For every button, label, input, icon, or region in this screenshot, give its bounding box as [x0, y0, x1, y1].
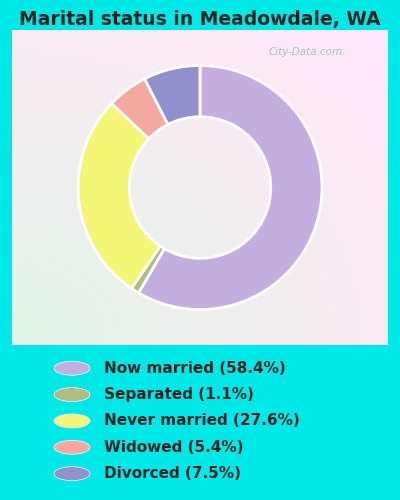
Wedge shape [138, 66, 322, 310]
Circle shape [54, 414, 90, 428]
Wedge shape [132, 246, 164, 293]
Text: Widowed (5.4%): Widowed (5.4%) [104, 440, 244, 455]
Text: Marital status in Meadowdale, WA: Marital status in Meadowdale, WA [19, 10, 381, 29]
Wedge shape [78, 104, 160, 288]
Text: Divorced (7.5%): Divorced (7.5%) [104, 466, 241, 481]
Text: Never married (27.6%): Never married (27.6%) [104, 414, 300, 428]
Text: Now married (58.4%): Now married (58.4%) [104, 361, 286, 376]
Text: Separated (1.1%): Separated (1.1%) [104, 387, 254, 402]
Text: City-Data.com: City-Data.com [268, 47, 342, 57]
Wedge shape [145, 66, 200, 124]
Circle shape [54, 388, 90, 402]
Circle shape [54, 362, 90, 375]
Circle shape [54, 466, 90, 480]
Wedge shape [112, 79, 168, 138]
Circle shape [54, 440, 90, 454]
